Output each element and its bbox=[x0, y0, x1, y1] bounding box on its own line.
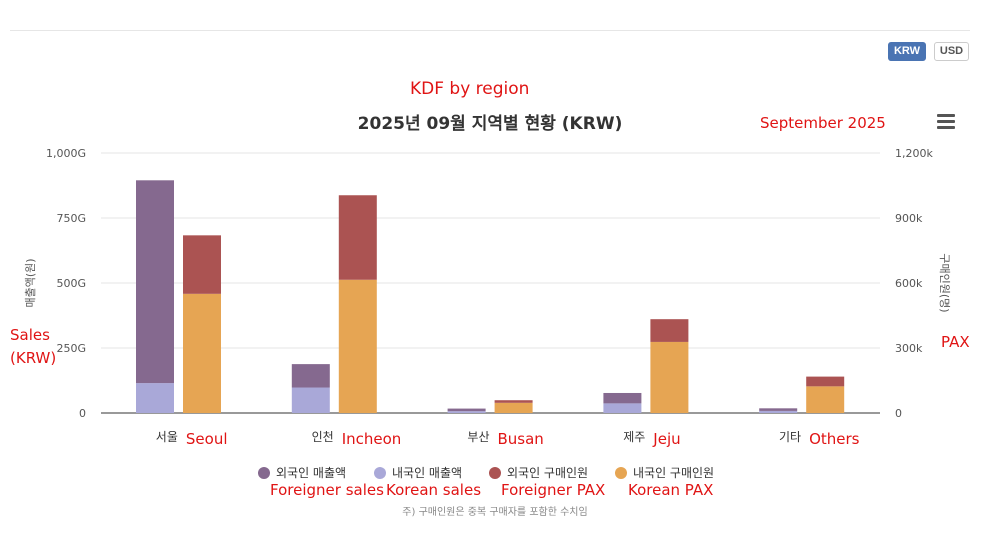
x-category-english-annotation: Jeju bbox=[652, 430, 680, 448]
legend-item-foreign-sales[interactable]: 외국인 매출액 bbox=[258, 464, 346, 481]
bar-foreign-pax bbox=[806, 376, 845, 387]
y-left-tick-label: 500G bbox=[56, 277, 86, 290]
bar-foreign-pax bbox=[338, 195, 377, 280]
y-left-axis-title: 매출액(원) bbox=[24, 258, 37, 307]
bar-foreign-sales bbox=[447, 408, 486, 412]
y-left-tick-label: 0 bbox=[79, 407, 86, 420]
bar-foreign-sales bbox=[603, 392, 642, 404]
bar-korean-pax bbox=[338, 279, 377, 413]
legend-item-korean-sales[interactable]: 내국인 매출액 bbox=[374, 464, 462, 481]
footnote: 주) 구매인원은 중복 구매자를 포함한 수치임 bbox=[402, 507, 588, 518]
chart-title: 2025년 09월 지역별 현황 (KRW) bbox=[357, 114, 623, 134]
y-left-tick-label: 1,000G bbox=[46, 147, 86, 160]
legend-label-korean-sales: 내국인 매출액 bbox=[392, 466, 463, 480]
legend-label-foreign-sales: 외국인 매출액 bbox=[276, 466, 347, 480]
bar-foreign-pax bbox=[650, 319, 689, 342]
left-axis-english-annotation-line2: (KRW) bbox=[10, 349, 57, 367]
y-right-tick-label: 0 bbox=[895, 407, 902, 420]
bar-korean-sales bbox=[759, 410, 798, 413]
x-category-label: 서울 bbox=[156, 430, 178, 444]
legend-dot-foreign-sales bbox=[258, 467, 270, 479]
hamburger-menu-icon[interactable] bbox=[937, 114, 955, 130]
left-axis-english-annotation-line1: Sales bbox=[10, 326, 50, 344]
x-category-label: 부산 bbox=[467, 430, 489, 444]
bar-korean-pax bbox=[494, 402, 533, 413]
legend-label-foreign-pax: 외국인 구매인원 bbox=[507, 466, 589, 480]
period-english-annotation: September 2025 bbox=[760, 114, 886, 132]
legend-item-korean-pax[interactable]: 내국인 구매인원 bbox=[615, 464, 714, 481]
title-english-annotation: KDF by region bbox=[410, 79, 530, 99]
bar-korean-sales bbox=[603, 403, 642, 413]
y-left-tick-label: 250G bbox=[56, 342, 86, 355]
x-category-english-annotation: Busan bbox=[498, 430, 544, 448]
krw-toggle-button[interactable]: KRW bbox=[888, 42, 926, 61]
right-axis-english-annotation: PAX bbox=[941, 333, 970, 351]
y-right-tick-label: 900k bbox=[895, 212, 923, 225]
bar-foreign-sales bbox=[136, 180, 174, 384]
x-category-english-annotation: Incheon bbox=[342, 430, 402, 448]
y-right-tick-label: 1,200k bbox=[895, 147, 933, 160]
bar-korean-sales bbox=[291, 387, 330, 413]
y-right-tick-label: 300k bbox=[895, 342, 923, 355]
legend-english-korean-pax: Korean PAX bbox=[628, 481, 714, 499]
x-category-english-annotation: Others bbox=[809, 430, 860, 448]
bar-foreign-pax bbox=[183, 235, 221, 294]
legend-english-korean-sales: Korean sales bbox=[386, 481, 482, 499]
bar-korean-sales bbox=[136, 383, 174, 413]
x-category-label: 기타 bbox=[779, 430, 801, 444]
x-category-label: 인천 bbox=[312, 429, 334, 444]
x-category-label: 제주 bbox=[623, 430, 645, 444]
legend-dot-korean-sales bbox=[374, 467, 386, 479]
legend-label-korean-pax: 내국인 구매인원 bbox=[633, 466, 715, 480]
legend-english-foreign-sales: Foreigner sales bbox=[270, 481, 384, 499]
bar-korean-pax bbox=[806, 386, 845, 413]
legend-english-foreign-pax: Foreigner PAX bbox=[501, 481, 606, 499]
bar-korean-pax bbox=[183, 293, 221, 413]
usd-toggle-button[interactable]: USD bbox=[934, 42, 969, 61]
bar-korean-pax bbox=[650, 341, 689, 413]
x-category-english-annotation: Seoul bbox=[186, 430, 228, 448]
bar-foreign-sales bbox=[759, 408, 798, 411]
legend-dot-korean-pax bbox=[615, 467, 627, 479]
y-right-tick-label: 600k bbox=[895, 277, 923, 290]
top-divider bbox=[10, 30, 970, 31]
y-left-tick-label: 750G bbox=[56, 212, 86, 225]
bar-foreign-pax bbox=[494, 400, 533, 403]
bar-korean-sales bbox=[447, 411, 486, 413]
legend-item-foreign-pax[interactable]: 외국인 구매인원 bbox=[489, 464, 588, 481]
bar-foreign-sales bbox=[291, 364, 330, 388]
y-right-axis-title: 구매인원(명) bbox=[938, 253, 951, 312]
legend-dot-foreign-pax bbox=[489, 467, 501, 479]
